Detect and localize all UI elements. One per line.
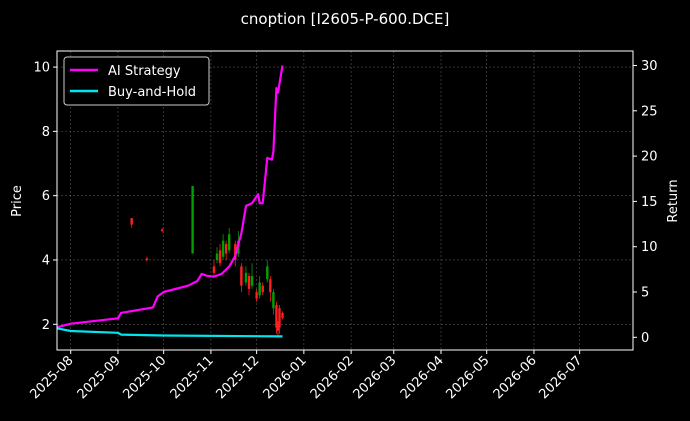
series-lines [56, 65, 284, 338]
candle-body [212, 266, 216, 273]
candle-body [276, 324, 280, 331]
candle-body [247, 276, 251, 289]
candle-body [191, 186, 194, 254]
y-right-tick-label: 30 [641, 59, 658, 74]
candle-body [250, 276, 254, 286]
candle-body [160, 229, 164, 232]
y-right-tick-label: 15 [641, 195, 658, 210]
candle-body [221, 240, 225, 257]
y-left-tick-label: 6 [42, 189, 50, 204]
y-left-tick-label: 4 [42, 253, 50, 268]
candle-body [255, 292, 258, 299]
candle-body [240, 266, 243, 286]
y-axis-right-label: Return [666, 179, 681, 222]
candle-body [275, 304, 278, 328]
legend-box [63, 56, 210, 106]
candle-body [215, 253, 219, 260]
candle-body [281, 313, 284, 318]
candle-body [130, 218, 133, 225]
y-right-tick-label: 10 [641, 240, 658, 255]
plot-frame [56, 50, 634, 351]
y-axis-left: 2 4 6 8 10 [33, 61, 57, 333]
candle-body [278, 308, 281, 328]
candle-body [258, 282, 261, 296]
y-right-tick-label: 5 [641, 286, 649, 301]
candle-body [272, 292, 275, 309]
candle-body [269, 279, 272, 293]
y-right-tick-label: 25 [641, 104, 658, 119]
y-axis-right: 0 5 10 15 20 25 30 [633, 59, 658, 346]
candle-body [261, 285, 264, 293]
series-line-buy-and-hold [56, 327, 283, 338]
y-right-tick-label: 20 [641, 150, 658, 165]
candle-body [145, 258, 149, 260]
y-axis-left-label: Price [10, 185, 25, 217]
series-line-ai-strategy [56, 65, 284, 329]
candle-body [244, 272, 248, 283]
legend: AI Strategy Buy-and-Hold [63, 56, 210, 106]
y-left-tick-label: 8 [42, 125, 50, 140]
candle-body [227, 234, 231, 251]
candle-body [218, 250, 222, 264]
legend-label-ai-strategy: AI Strategy [108, 64, 181, 79]
chart-title: cnoption [I2605-P-600.DCE] [241, 10, 450, 28]
y-left-tick-label: 2 [42, 318, 50, 333]
legend-label-buy-and-hold: Buy-and-Hold [108, 85, 196, 100]
candle-body [266, 266, 269, 280]
candles [130, 186, 284, 338]
y-left-tick-label: 10 [33, 61, 50, 76]
candle-body [224, 243, 228, 254]
y-right-tick-label: 0 [641, 331, 649, 346]
